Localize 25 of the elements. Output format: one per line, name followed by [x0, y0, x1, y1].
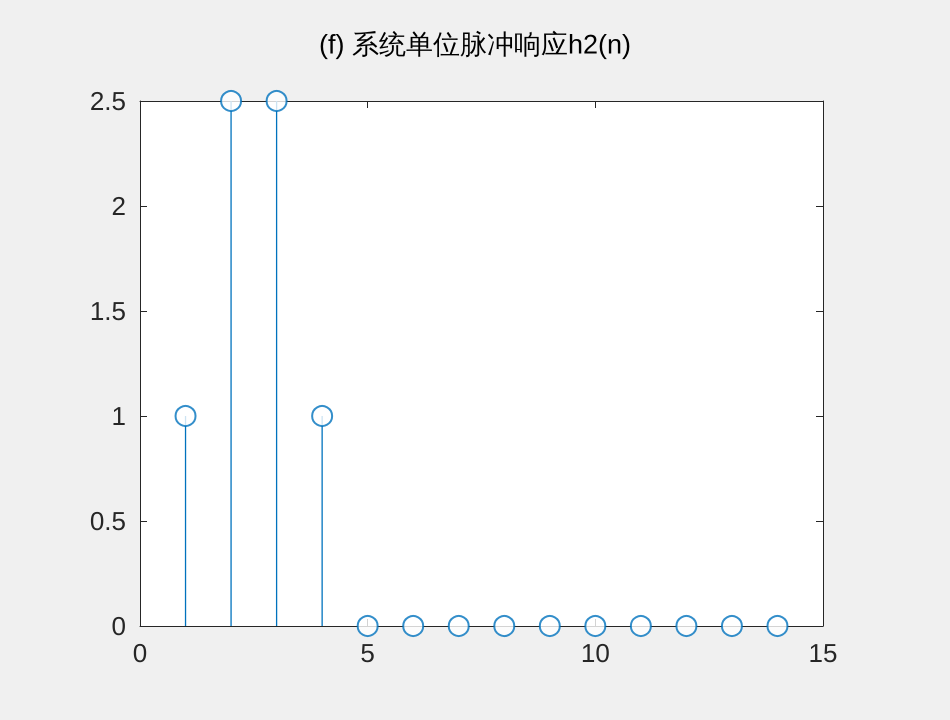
chart-title: (f) 系统单位脉冲响应h2(n) [318, 30, 632, 60]
point [675, 615, 698, 637]
y-tick-label: 2 [112, 191, 126, 221]
point [538, 615, 561, 637]
y-tick-label: 1 [112, 401, 126, 431]
point [766, 615, 788, 637]
point [630, 615, 652, 637]
point [174, 405, 197, 427]
point [584, 615, 606, 637]
x-tick-label: 15 [808, 638, 838, 668]
point [266, 90, 288, 112]
point [493, 615, 516, 637]
y-tick-label: 1.5 [90, 296, 126, 326]
point [311, 405, 334, 427]
point [448, 615, 470, 637]
point [720, 615, 743, 637]
x-tick-label: 5 [360, 638, 375, 668]
point [402, 615, 424, 637]
point [356, 615, 379, 637]
y-tick-label: 0.5 [90, 506, 126, 536]
y-tick-label: 0 [112, 611, 126, 641]
x-tick-label: 0 [132, 638, 148, 668]
y-tick-label: 2.5 [90, 86, 126, 116]
x-tick-label: 10 [580, 638, 610, 668]
point [220, 90, 242, 112]
